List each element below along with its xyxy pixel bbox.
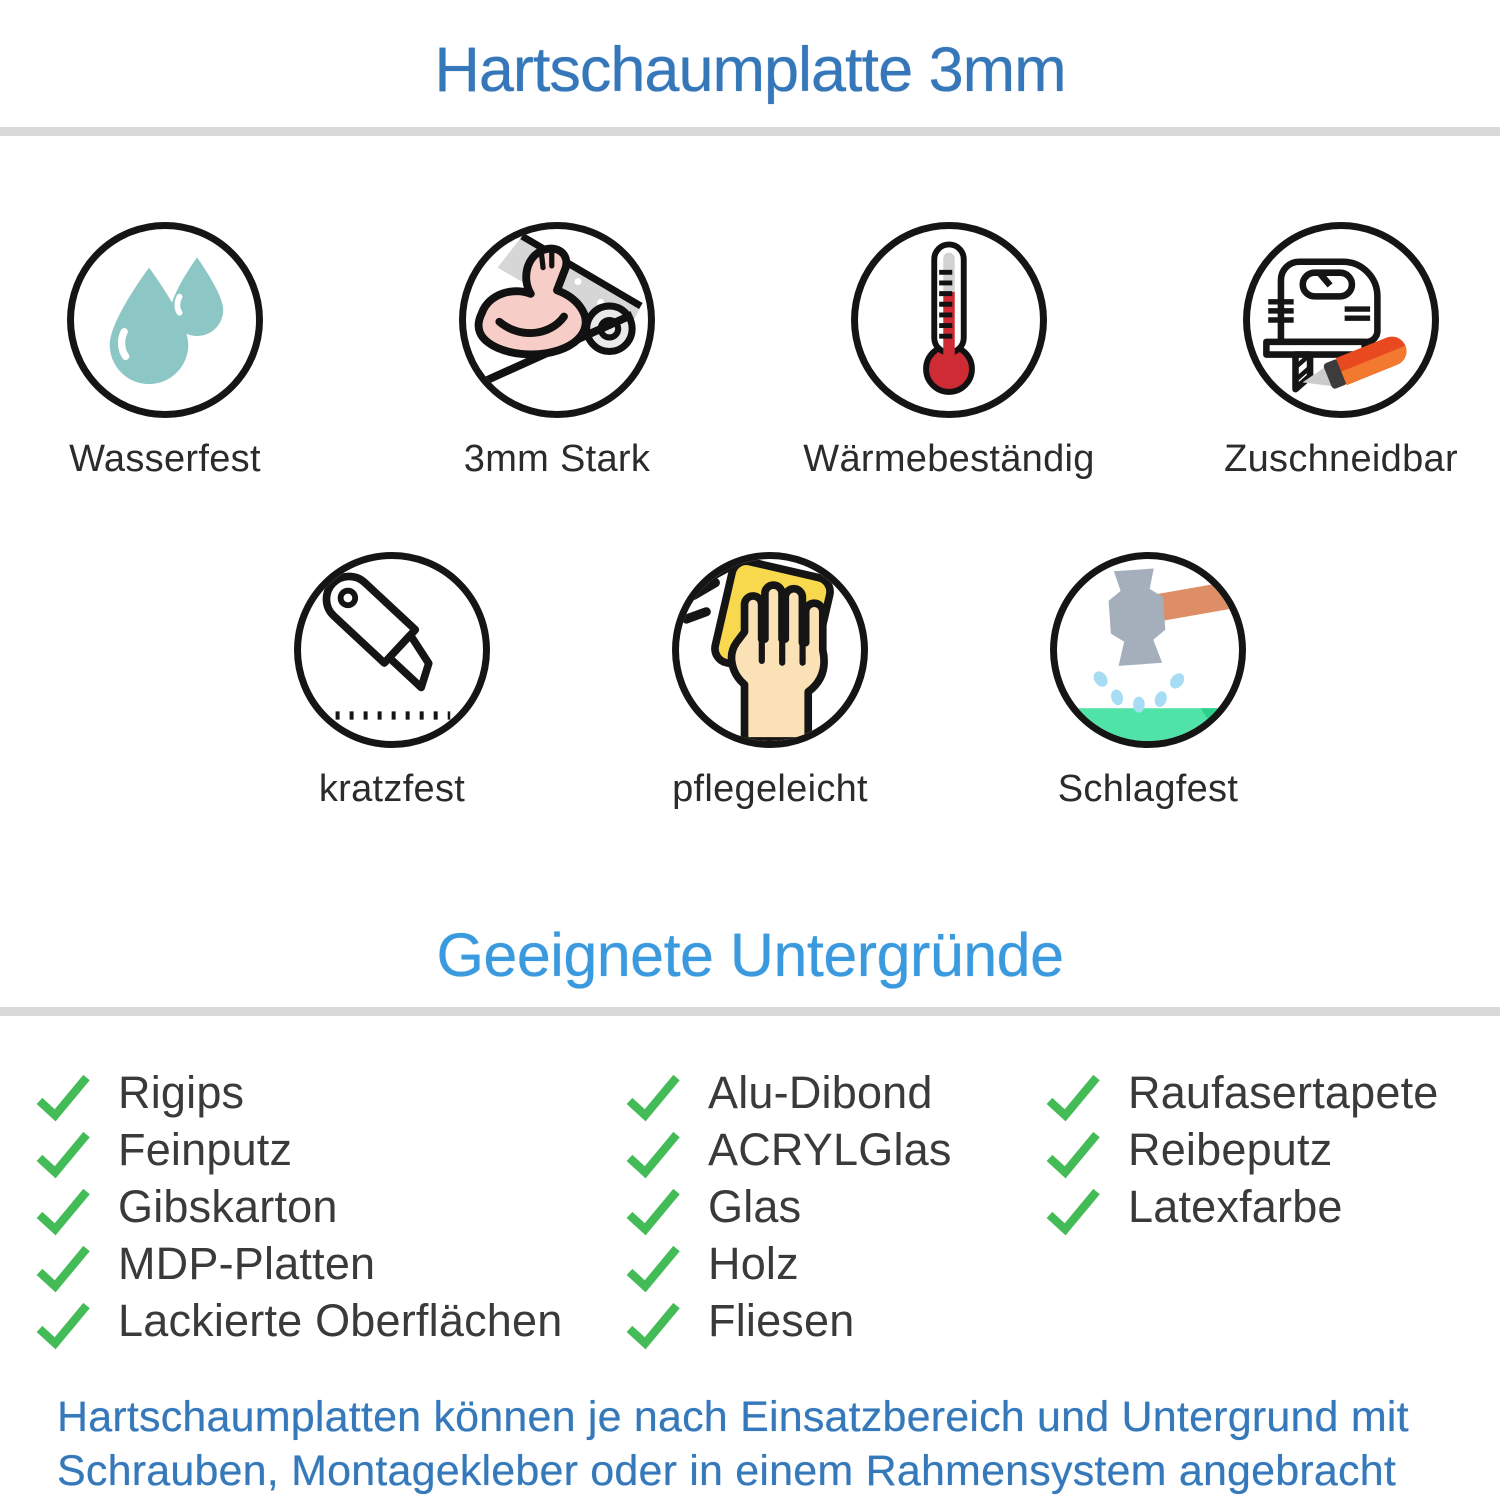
- substrates-heading: Geeignete Untergründe: [436, 921, 1064, 989]
- feature-heat-resistant: Wärmebeständig: [803, 222, 1094, 481]
- features-row-2: kratzfest pflegeleicht: [294, 552, 1246, 811]
- substrate-item: Feinputz: [35, 1121, 562, 1178]
- feature-label: kratzfest: [318, 768, 466, 810]
- substrate-item: Alu-Dibond: [625, 1064, 952, 1121]
- substrate-label: Holz: [708, 1237, 799, 1289]
- substrate-label: MDP-Platten: [118, 1237, 376, 1289]
- mounting-note: Hartschaumplatten können je nach Einsatz…: [57, 1390, 1470, 1500]
- substrates-section: Rigips Feinputz Gibskarton MDP-Platten L…: [0, 1064, 1500, 1354]
- check-icon: [36, 1245, 90, 1292]
- substrate-item: ACRYLGlas: [625, 1121, 952, 1178]
- feature-label: Wärmebeständig: [803, 438, 1095, 480]
- substrate-item: Raufasertapete: [1045, 1064, 1439, 1121]
- substrate-label: Glas: [708, 1180, 802, 1232]
- substrate-item: Reibeputz: [1045, 1121, 1439, 1178]
- feature-label: 3mm Stark: [463, 438, 651, 480]
- check-icon: [36, 1188, 90, 1235]
- jigsaw-cutter-icon: [1243, 222, 1439, 418]
- substrate-label: Latexfarbe: [1128, 1180, 1343, 1232]
- substrate-item: MDP-Platten: [35, 1235, 562, 1292]
- substrates-column-3: Raufasertapete Reibeputz Latexfarbe: [1045, 1064, 1439, 1235]
- substrate-label: Rigips: [118, 1066, 245, 1118]
- substrates-column-1: Rigips Feinputz Gibskarton MDP-Platten L…: [35, 1064, 562, 1349]
- feature-thickness: 3mm Stark: [459, 222, 655, 481]
- substrate-label: Alu-Dibond: [708, 1066, 933, 1118]
- substrate-item: Gibskarton: [35, 1178, 562, 1235]
- substrate-item: Glas: [625, 1178, 952, 1235]
- feature-easy-care: pflegeleicht: [672, 552, 868, 811]
- thermometer-icon: [851, 222, 1047, 418]
- check-icon: [626, 1074, 680, 1121]
- divider-top: [0, 127, 1500, 136]
- muscle-arm-icon: [459, 222, 655, 418]
- substrate-item: Holz: [625, 1235, 952, 1292]
- substrate-label: Reibeputz: [1128, 1123, 1333, 1175]
- check-icon: [1046, 1188, 1100, 1235]
- hammer-impact-icon: [1050, 552, 1246, 748]
- substrate-label: Gibskarton: [118, 1180, 338, 1232]
- feature-waterproof: Wasserfest: [67, 222, 263, 481]
- check-icon: [626, 1188, 680, 1235]
- substrate-label: Feinputz: [118, 1123, 293, 1175]
- check-icon: [36, 1131, 90, 1178]
- cleaning-cloth-hand-icon: [672, 552, 868, 748]
- features-row-1: Wasserfest 3: [67, 222, 1458, 481]
- divider-middle: [0, 1007, 1500, 1016]
- mounting-note-line-1: Hartschaumplatten können je nach Einsatz…: [57, 1393, 1409, 1441]
- feature-scratch-resistant: kratzfest: [294, 552, 490, 811]
- substrate-item: Latexfarbe: [1045, 1178, 1439, 1235]
- substrate-label: Fliesen: [708, 1294, 855, 1346]
- water-drops-icon: [67, 222, 263, 418]
- check-icon: [1046, 1074, 1100, 1121]
- substrate-label: ACRYLGlas: [708, 1123, 952, 1175]
- substrate-label: Lackierte Oberflächen: [118, 1294, 563, 1346]
- check-icon: [626, 1131, 680, 1178]
- substrate-item: Fliesen: [625, 1292, 952, 1349]
- mounting-note-line-2: Schrauben, Montagekleber oder in einem R…: [57, 1447, 1396, 1495]
- check-icon: [36, 1074, 90, 1121]
- feature-label: pflegeleicht: [672, 768, 868, 810]
- feature-cuttable: Zuschneidbar: [1224, 222, 1458, 481]
- substrates-column-2: Alu-Dibond ACRYLGlas Glas Holz Fliesen: [625, 1064, 952, 1349]
- substrate-item: Rigips: [35, 1064, 562, 1121]
- substrate-label: Raufasertapete: [1128, 1066, 1439, 1118]
- check-icon: [36, 1302, 90, 1349]
- check-icon: [1046, 1131, 1100, 1178]
- feature-label: Zuschneidbar: [1224, 438, 1458, 480]
- check-icon: [626, 1302, 680, 1349]
- check-icon: [626, 1245, 680, 1292]
- page-title: Hartschaumplatte 3mm: [434, 35, 1066, 105]
- utility-knife-icon: [294, 552, 490, 748]
- feature-label: Schlagfest: [1057, 768, 1239, 810]
- substrate-item: Lackierte Oberflächen: [35, 1292, 562, 1349]
- feature-label: Wasserfest: [69, 438, 261, 480]
- feature-impact-resistant: Schlagfest: [1050, 552, 1246, 811]
